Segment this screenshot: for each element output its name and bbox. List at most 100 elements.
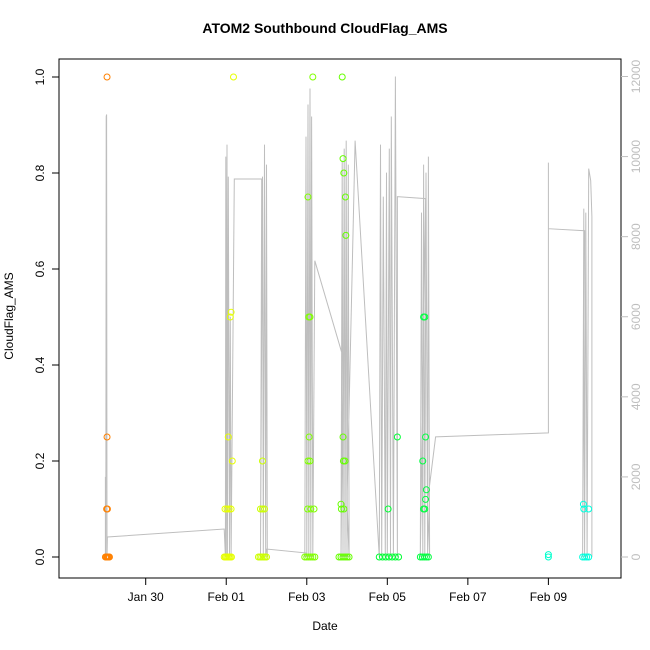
data-point (339, 155, 347, 163)
data-point (224, 433, 232, 441)
data-point (393, 433, 401, 441)
data-point (345, 553, 353, 561)
data-point (227, 505, 235, 513)
right-y-axis: 0 2000 4000 6000 8000 10000 12000 (621, 59, 643, 560)
data-point (391, 553, 399, 561)
y-tick-label: 0.4 (33, 356, 47, 373)
series-flight4 (301, 73, 319, 561)
data-point (310, 505, 318, 513)
series-flight1 (101, 73, 113, 561)
data-point (544, 553, 552, 561)
y2-tick-label: 10000 (629, 140, 643, 174)
data-point (395, 553, 403, 561)
y2-tick-label: 2000 (629, 463, 643, 490)
data-point (258, 505, 266, 513)
data-point (341, 457, 349, 465)
data-point (419, 457, 427, 465)
series-flight7 (416, 313, 432, 561)
y2-tick-label: 4000 (629, 383, 643, 410)
data-point (103, 73, 111, 81)
data-point (422, 495, 430, 503)
x-tick-label: Feb 03 (288, 590, 326, 604)
data-point (422, 433, 430, 441)
scatter-points (101, 73, 593, 561)
chart-title: ATOM2 Southbound CloudFlag_AMS (202, 20, 448, 36)
data-point (306, 313, 314, 321)
data-point (422, 486, 430, 494)
data-point (421, 505, 429, 513)
x-tick-label: Feb 01 (208, 590, 246, 604)
data-point (260, 505, 268, 513)
data-point (223, 505, 231, 513)
x-tick-label: Feb 05 (369, 590, 407, 604)
data-point (304, 193, 312, 201)
data-point (581, 553, 589, 561)
series-flight8 (544, 551, 552, 561)
data-point (304, 457, 312, 465)
data-point (384, 505, 392, 513)
y-tick-label: 0.0 (33, 548, 47, 565)
y-tick-label: 0.2 (33, 452, 47, 469)
data-point (585, 553, 593, 561)
left-y-axis: 0.0 0.2 0.4 0.6 0.8 1.0 (33, 68, 59, 565)
altitude-series (104, 76, 593, 558)
data-point (307, 553, 315, 561)
data-point (311, 553, 319, 561)
data-point (339, 433, 347, 441)
data-point (309, 73, 317, 81)
x-tick-label: Jan 30 (128, 590, 164, 604)
data-point (424, 553, 432, 561)
y-tick-label: 1.0 (33, 68, 47, 85)
x-tick-label: Feb 07 (449, 590, 487, 604)
data-point (580, 505, 588, 513)
data-point (420, 553, 428, 561)
x-axis: Jan 30 Feb 01 Feb 03 Feb 05 Feb 07 Feb 09 (128, 578, 568, 604)
data-point (105, 553, 113, 561)
series-flight9 (579, 500, 593, 561)
y2-tick-label: 6000 (629, 303, 643, 330)
data-point (544, 551, 552, 559)
x-tick-label: Feb 09 (530, 590, 568, 604)
data-point (340, 169, 348, 177)
data-point (342, 231, 350, 239)
data-point (343, 553, 351, 561)
data-point (309, 553, 317, 561)
y2-tick-label: 12000 (629, 59, 643, 93)
series-flight2 (220, 73, 237, 561)
data-point (227, 553, 235, 561)
data-point (341, 553, 349, 561)
data-point (421, 313, 429, 321)
series-flight5 (335, 73, 353, 561)
data-point (337, 500, 345, 508)
data-point (225, 505, 233, 513)
data-point (103, 505, 111, 513)
plot-frame (58, 58, 622, 579)
data-point (306, 457, 314, 465)
data-point (258, 457, 266, 465)
y-tick-label: 0.8 (33, 164, 47, 181)
data-point (229, 73, 237, 81)
data-point (226, 313, 234, 321)
x-axis-label: Date (312, 619, 338, 633)
y-tick-label: 0.6 (33, 260, 47, 277)
data-point (228, 457, 236, 465)
data-point (422, 553, 430, 561)
data-point (583, 553, 591, 561)
data-point (263, 553, 271, 561)
data-point (337, 505, 345, 513)
series-flight3 (254, 457, 271, 561)
data-point (579, 500, 587, 508)
data-point (585, 505, 593, 513)
series-flight6 (375, 433, 403, 561)
data-point (341, 193, 349, 201)
data-point (103, 433, 111, 441)
data-point (227, 308, 235, 316)
data-point (256, 505, 264, 513)
data-point (307, 505, 315, 513)
y2-tick-label: 0 (629, 553, 643, 560)
altitude-line (104, 76, 593, 558)
y2-tick-label: 8000 (629, 223, 643, 250)
y-axis-label: CloudFlag_AMS (2, 272, 16, 360)
data-point (305, 433, 313, 441)
